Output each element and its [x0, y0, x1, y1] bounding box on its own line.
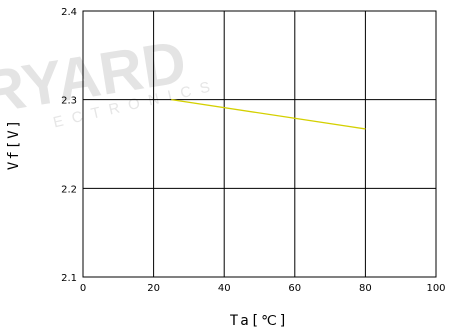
series-line: [171, 99, 366, 130]
y-tick-label: 2.2: [61, 184, 77, 195]
x-tick-label: 40: [218, 283, 231, 294]
x-tick-label: 0: [80, 283, 86, 294]
series-layer: [171, 99, 366, 130]
y-axis-label: Vf[V]: [6, 118, 22, 170]
x-tick-label: 100: [426, 283, 445, 294]
y-tick-label: 2.3: [61, 96, 77, 107]
y-tick-label: 2.1: [61, 273, 77, 284]
plot-frame: [82, 10, 437, 278]
y-tick-label: 2.4: [61, 7, 77, 18]
grid: [83, 11, 436, 277]
watermark-logo: RYARD ECTRONICS: [0, 28, 220, 131]
tick-labels: 0 20 40 60 80 100 2.1 2.2 2.3 2.4: [61, 7, 445, 294]
x-tick-label: 60: [288, 283, 301, 294]
x-axis-label: Ta[℃]: [230, 313, 289, 329]
x-tick-label: 20: [147, 283, 160, 294]
x-tick-label: 80: [359, 283, 372, 294]
